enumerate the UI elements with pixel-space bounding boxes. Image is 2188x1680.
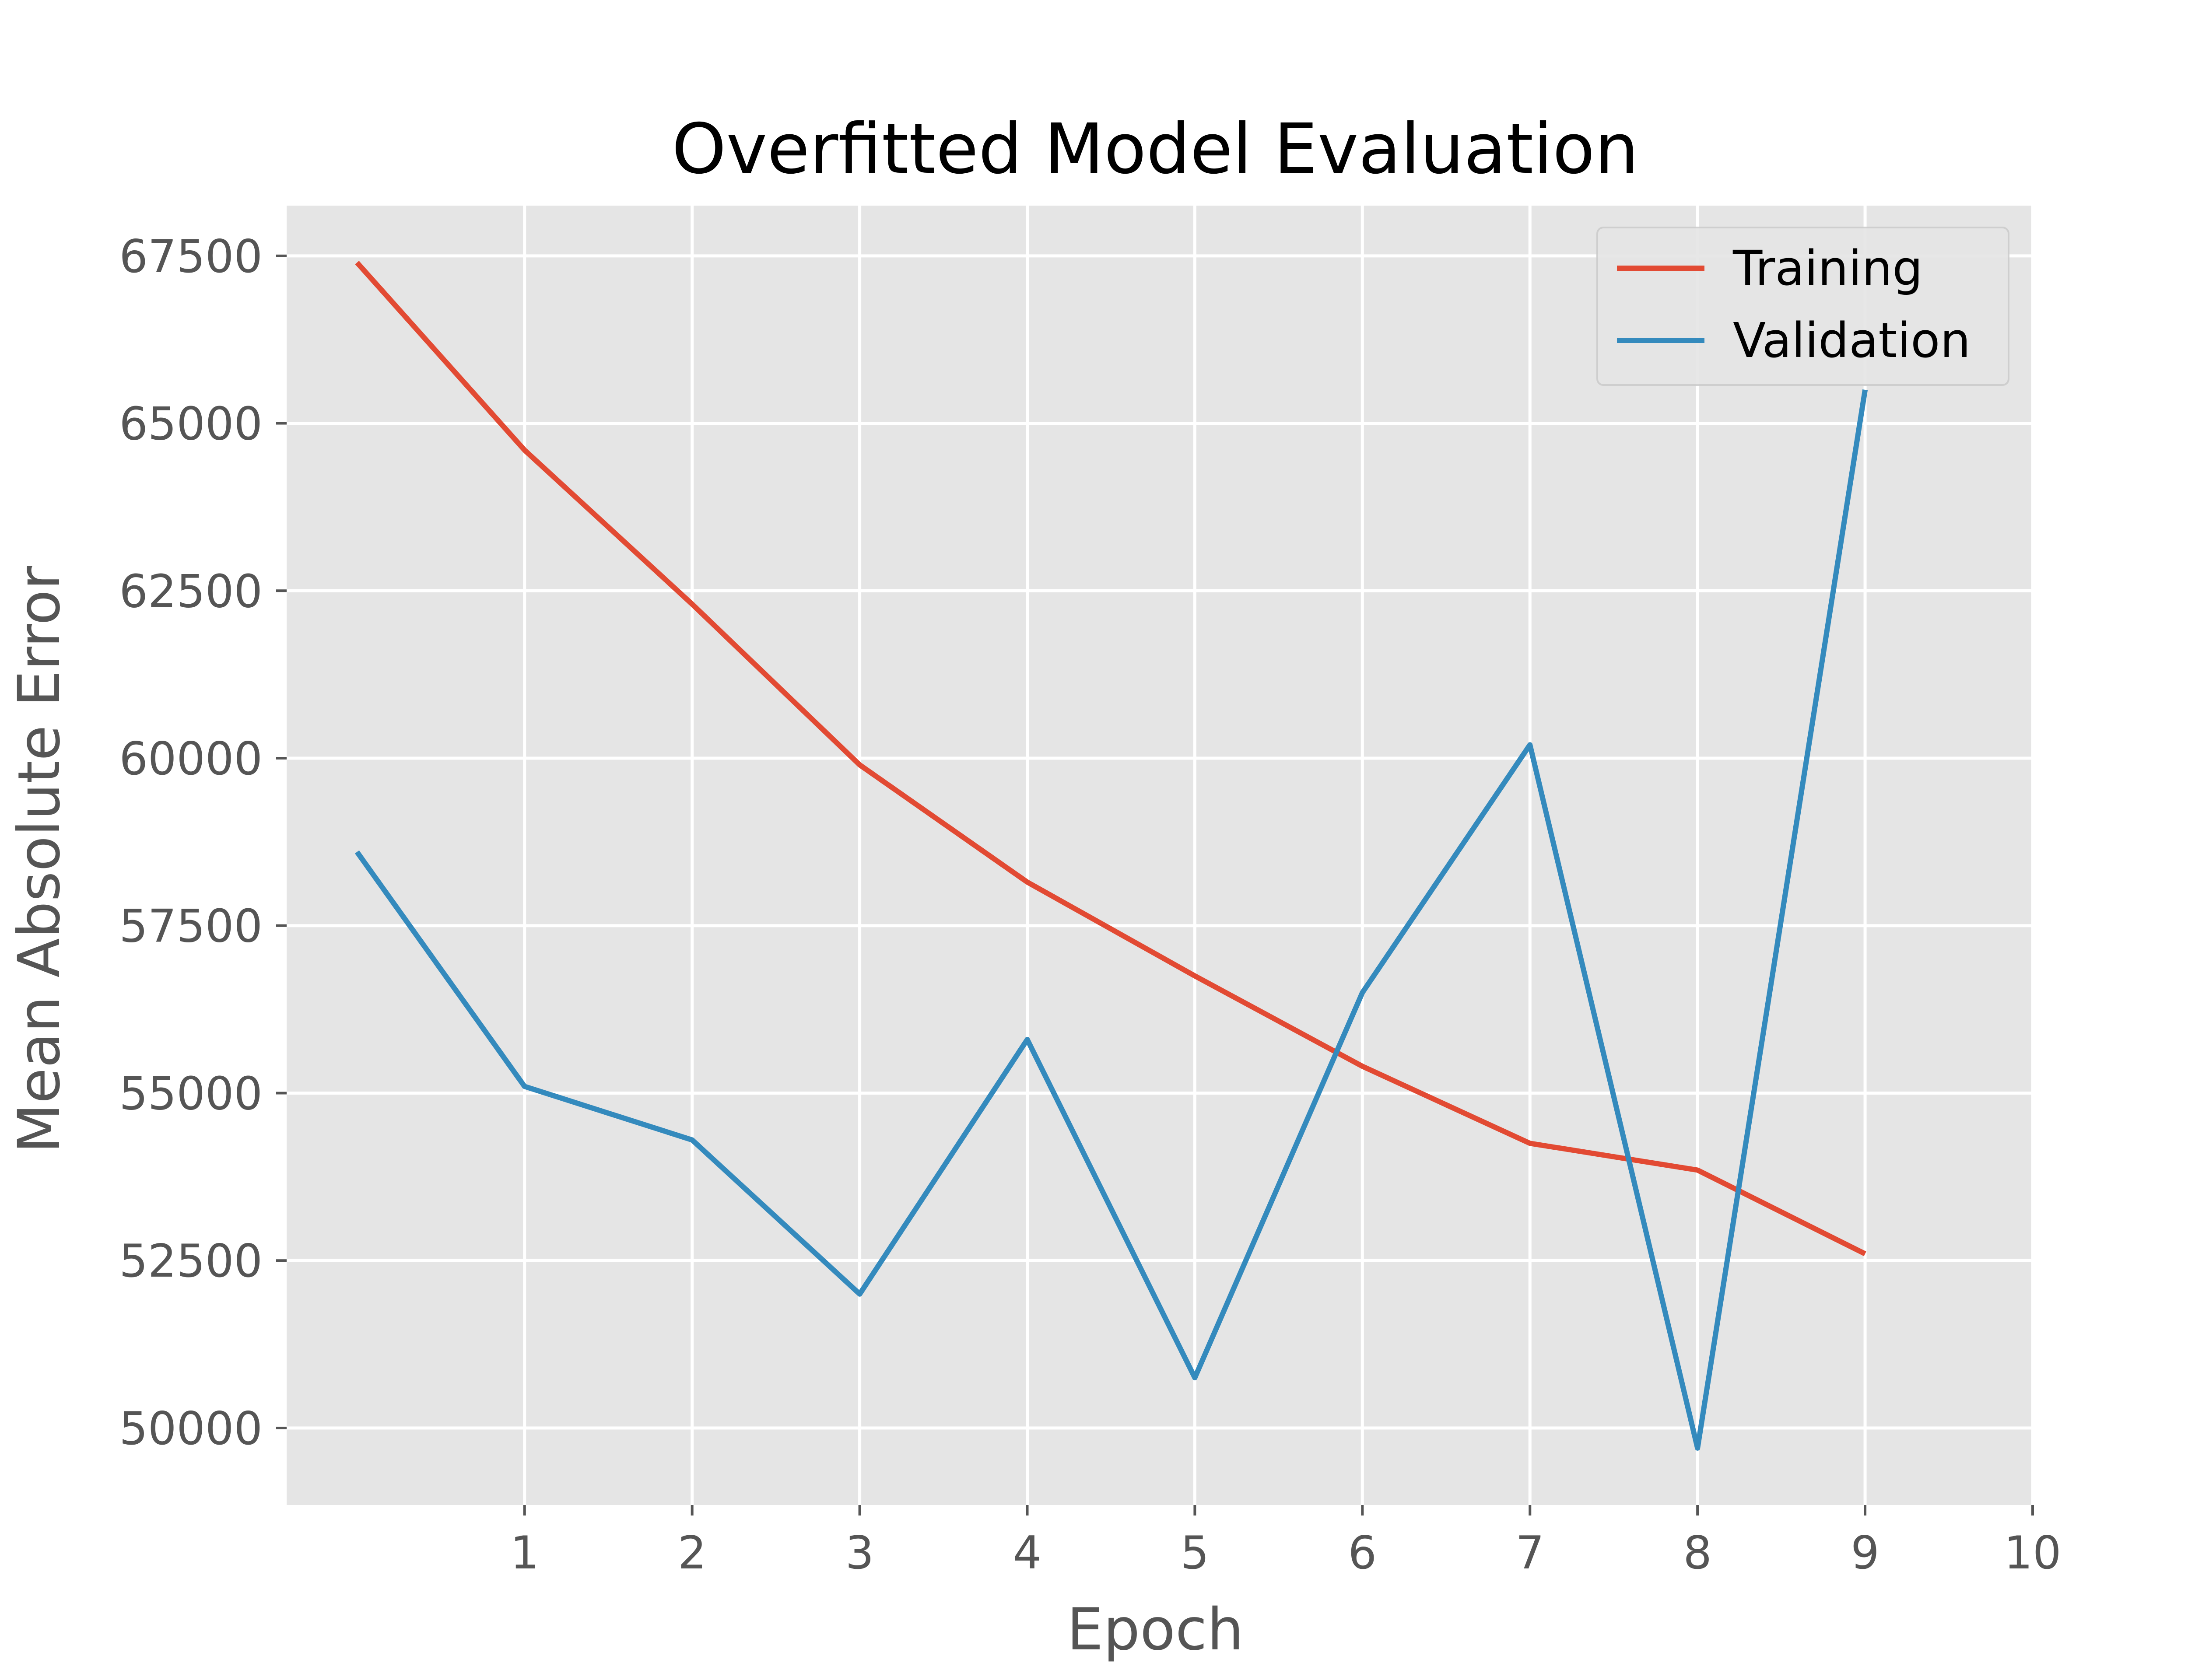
x-tick-label: 5 (1181, 1527, 1210, 1579)
series-lines (354, 261, 1868, 1451)
chart-title: Overfitted Model Evaluation (672, 109, 1638, 189)
x-tick-label: 2 (678, 1527, 707, 1579)
y-tick-label: 52500 (119, 1235, 263, 1288)
y-tick-label: 65000 (119, 398, 263, 451)
y-tick-label: 50000 (119, 1403, 263, 1455)
y-axis-ticks: 50000 52500 55000 57500 60000 62500 65000 67500 (119, 231, 287, 1455)
x-tick-label: 1 (510, 1527, 539, 1579)
x-tick-label: 3 (845, 1527, 874, 1579)
x-tick-label: 6 (1348, 1527, 1377, 1579)
series-line-training (355, 261, 1866, 1256)
y-tick-label: 67500 (119, 231, 263, 283)
y-axis-label: Mean Absolute Error (6, 566, 73, 1153)
x-tick-label: 9 (1851, 1527, 1879, 1579)
legend-label-training: Training (1732, 240, 1923, 296)
x-tick-label: 10 (2004, 1527, 2061, 1579)
grid (287, 206, 2034, 1505)
legend: Training Validation (1596, 227, 2009, 386)
y-tick-label: 55000 (119, 1068, 263, 1120)
y-tick-label: 62500 (119, 565, 263, 618)
x-tick-label: 4 (1013, 1527, 1042, 1579)
x-tick-label: 8 (1683, 1527, 1712, 1579)
series-line-validation (354, 389, 1868, 1451)
y-tick-label: 60000 (119, 733, 263, 785)
x-tick-label: 7 (1515, 1527, 1544, 1579)
legend-label-validation: Validation (1733, 312, 1971, 368)
y-tick-label: 57500 (119, 900, 263, 953)
x-axis-ticks: 1 2 3 4 5 6 7 8 9 10 (510, 1505, 2062, 1579)
x-axis-label: Epoch (1067, 1596, 1244, 1663)
